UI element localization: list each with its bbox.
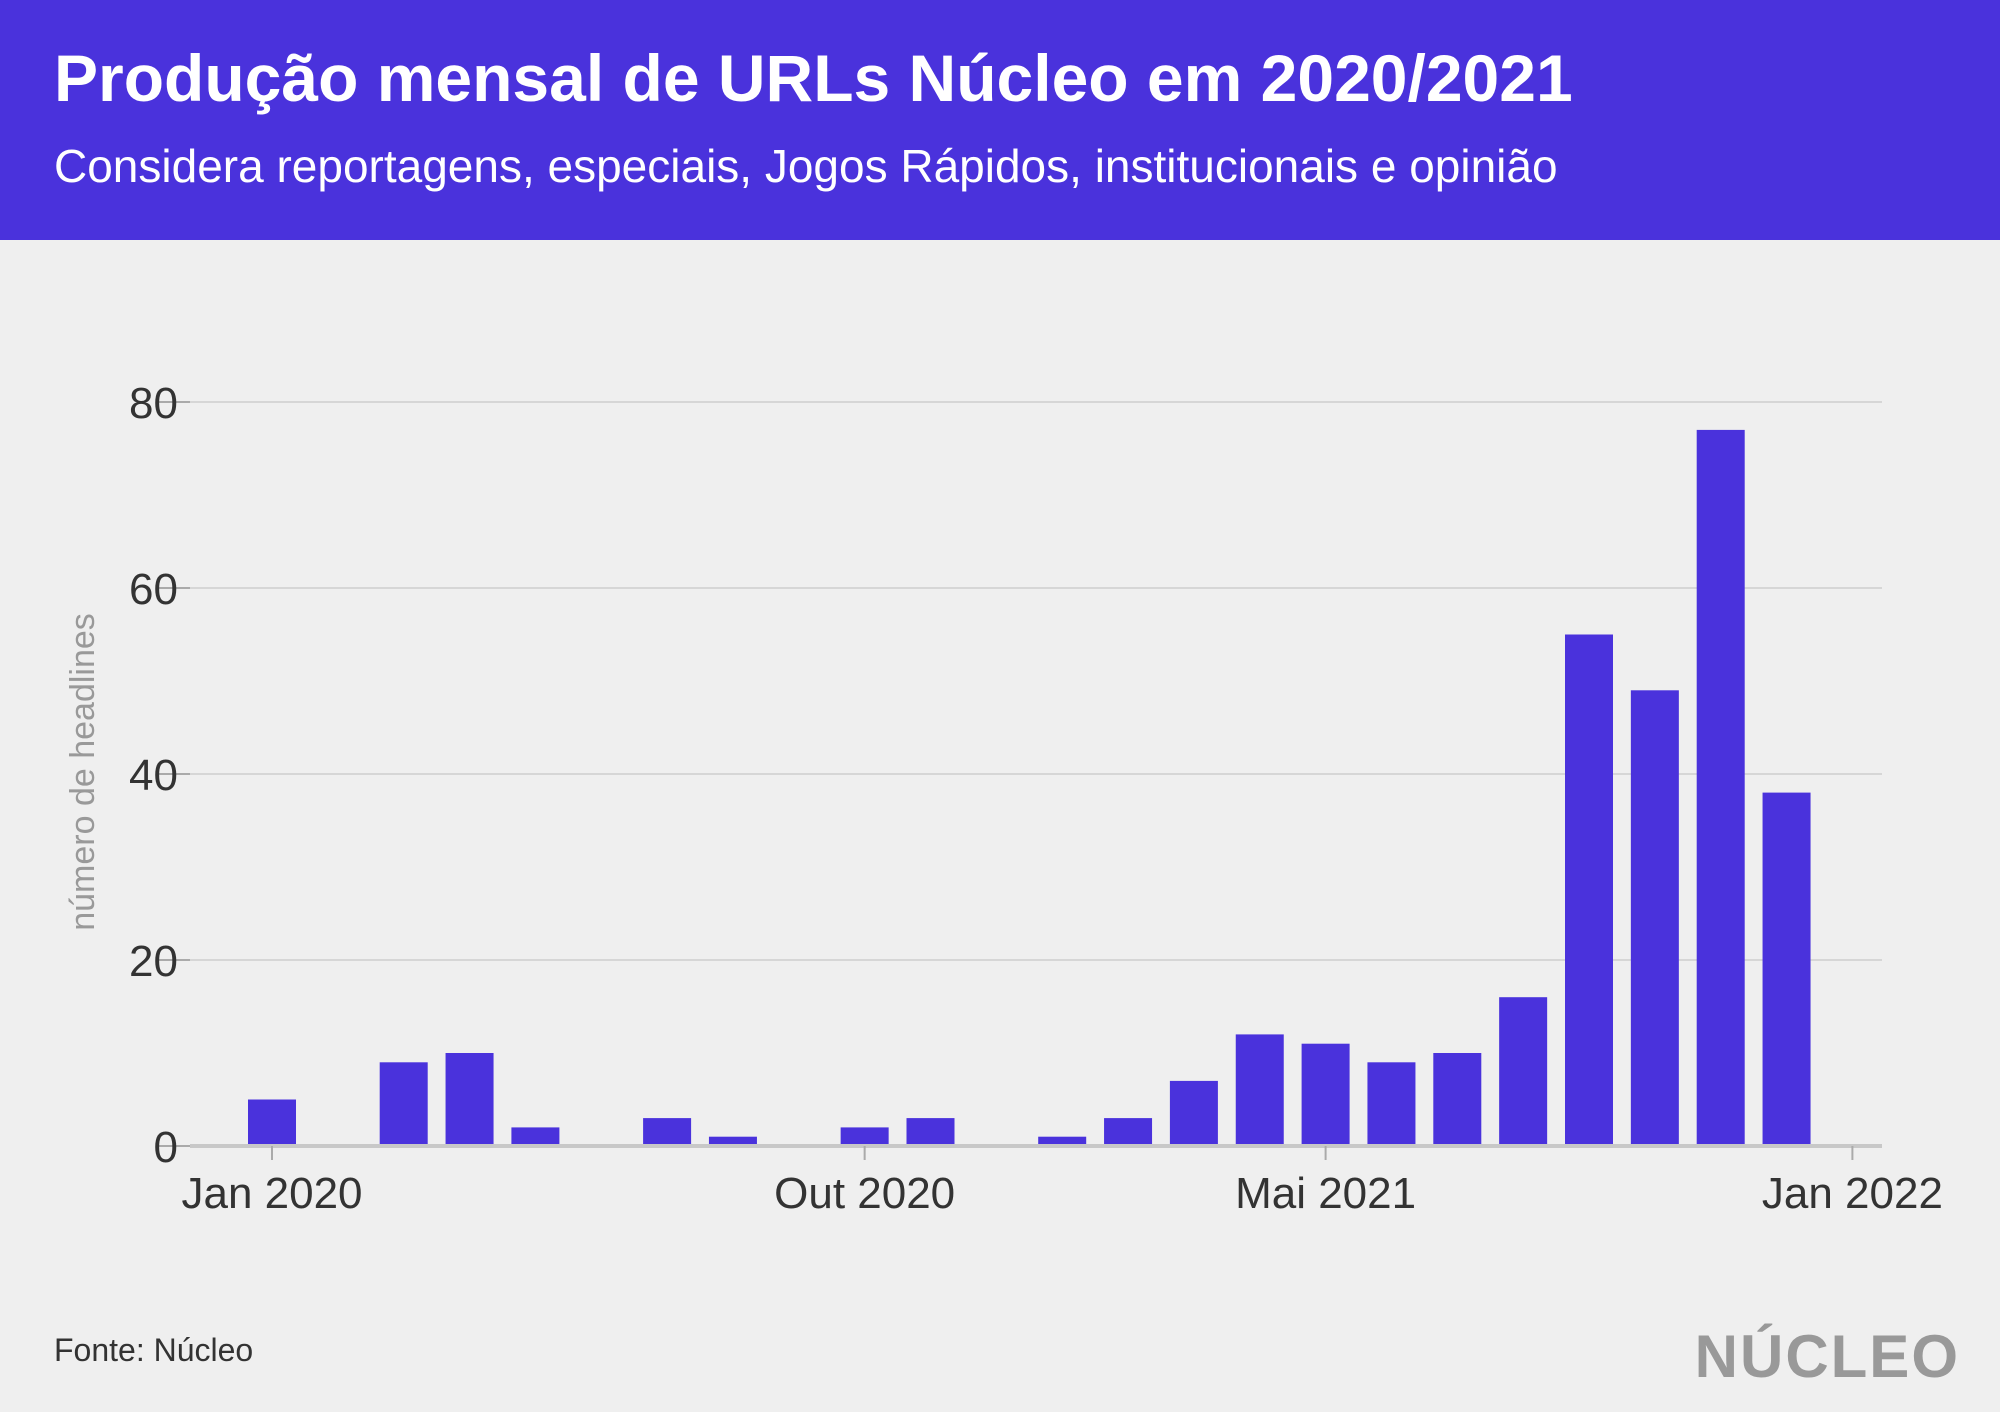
bar [1762, 792, 1811, 1146]
bar [906, 1118, 955, 1146]
x-tick-label: Jan 2020 [181, 1169, 362, 1218]
y-tick-label: 80 [129, 379, 178, 428]
source-note: Fonte: Núcleo [54, 1332, 254, 1368]
header-banner: Produção mensal de URLs Núcleo em 2020/2… [0, 0, 2000, 240]
bar [1104, 1118, 1153, 1146]
grid-lines [158, 401, 1882, 1147]
y-tick-label: 60 [129, 565, 178, 614]
bar [1630, 690, 1679, 1146]
bar [1038, 1136, 1087, 1146]
x-tick-label: Jan 2022 [1762, 1169, 1943, 1218]
bar [445, 1053, 494, 1146]
bar [1367, 1062, 1416, 1146]
y-axis-title: número de headlines [64, 613, 102, 931]
bar-chart: 0 20 40 60 80 Jan 2020 Out 2020 Mai 2021 Jan 202… [64, 379, 1943, 1218]
bar [511, 1127, 560, 1146]
x-tick-label: Out 2020 [774, 1169, 955, 1218]
bar [1169, 1080, 1218, 1146]
bar [1301, 1043, 1350, 1146]
bar [379, 1062, 428, 1146]
chart-subtitle: Considera reportagens, especiais, Jogos … [54, 140, 1558, 192]
bar [643, 1118, 692, 1146]
y-tick-label: 20 [129, 937, 178, 986]
bars [248, 429, 1811, 1146]
bar [1696, 429, 1745, 1146]
bar [248, 1099, 296, 1146]
bar [840, 1127, 889, 1146]
bar [708, 1136, 757, 1146]
bar [1433, 1053, 1482, 1146]
y-tick-label: 40 [129, 751, 178, 800]
bar [1499, 997, 1548, 1146]
x-tick-label: Mai 2021 [1235, 1169, 1416, 1218]
bar [1235, 1034, 1284, 1146]
axes: 0 20 40 60 80 Jan 2020 Out 2020 Mai 2021 Jan 202… [129, 379, 1943, 1218]
chart-title: Produção mensal de URLs Núcleo em 2020/2… [54, 41, 1573, 115]
bar [1565, 634, 1613, 1146]
y-tick-label: 0 [154, 1123, 178, 1172]
nucleo-logo: NÚCLEO [1694, 1323, 1960, 1390]
